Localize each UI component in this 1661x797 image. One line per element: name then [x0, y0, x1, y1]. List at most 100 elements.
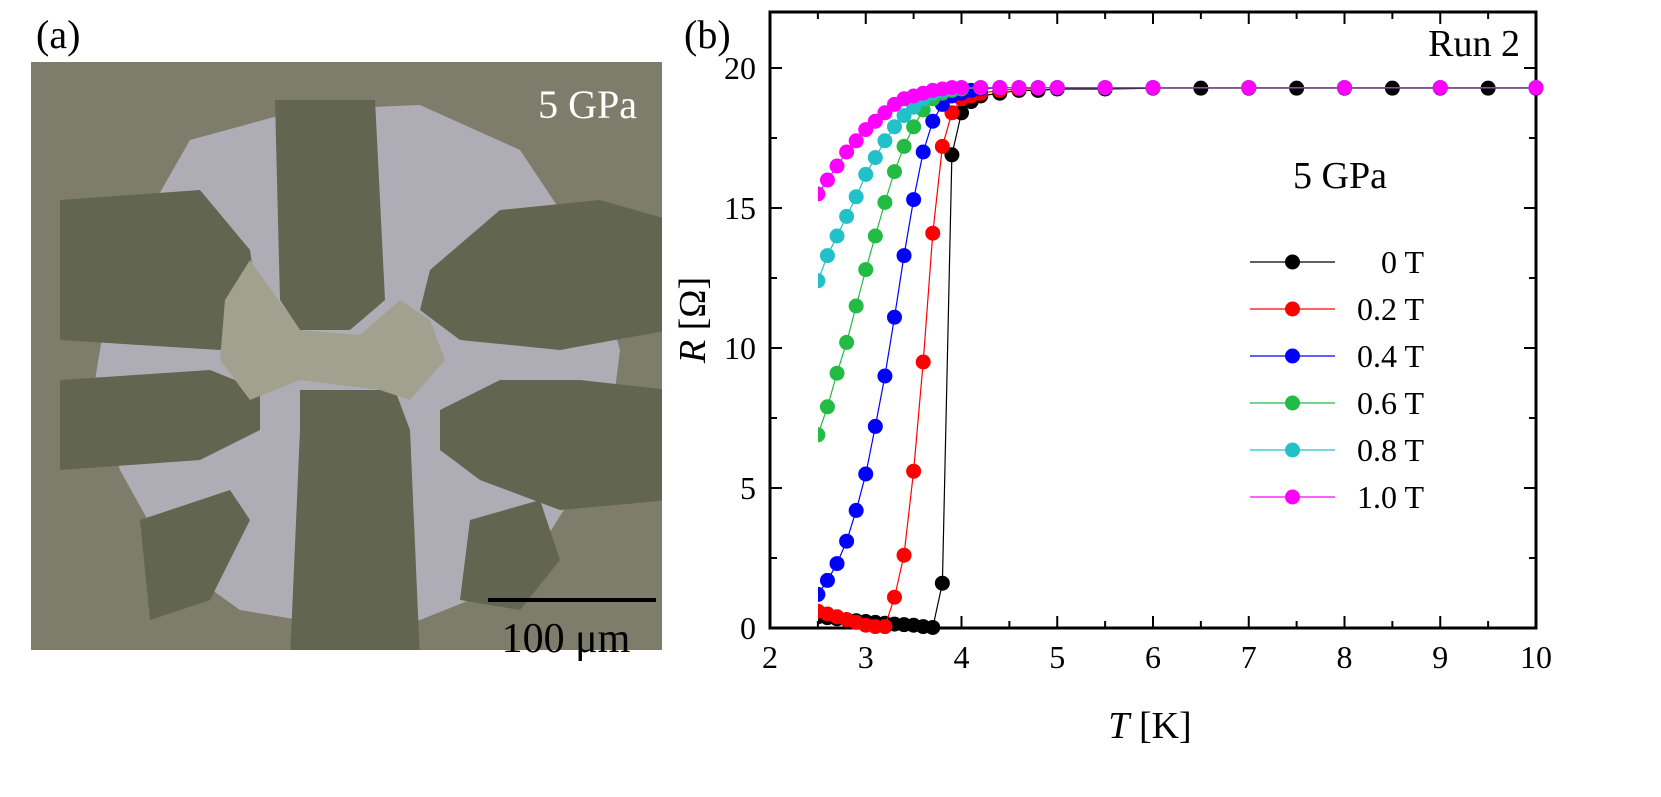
data-point	[1432, 80, 1448, 96]
x-axis-title-unit: [K]	[1129, 705, 1191, 747]
data-point	[801, 299, 816, 314]
legend-label: 0.4 T	[1357, 338, 1424, 374]
data-point	[801, 609, 816, 624]
legend-label: 0.8 T	[1357, 432, 1424, 468]
data-point	[1528, 80, 1544, 96]
data-point	[925, 113, 941, 129]
data-point	[877, 133, 893, 149]
series-0p6T	[782, 80, 1544, 515]
legend-item: 1.0 T	[1250, 479, 1424, 515]
data-point	[782, 500, 797, 515]
data-point	[848, 189, 864, 205]
data-point	[973, 80, 989, 96]
data-point	[782, 237, 797, 252]
data-point	[1049, 80, 1065, 96]
data-point	[829, 556, 845, 572]
x-axis-title: T [K]	[1108, 705, 1191, 747]
series-0p2T	[818, 80, 1544, 635]
electrode-left-top	[60, 190, 260, 350]
data-point	[818, 273, 826, 289]
data-point	[992, 80, 1008, 96]
legend-item: 0.6 T	[1250, 385, 1424, 421]
data-point	[839, 533, 855, 549]
data-point	[819, 572, 835, 588]
legend-item: 0 T	[1250, 244, 1424, 280]
y-tick-label: 15	[724, 190, 756, 226]
y-axis-title: R [Ω]	[672, 277, 714, 364]
panel-b-label: (b)	[684, 12, 731, 57]
data-point	[896, 248, 912, 264]
data-point	[782, 612, 797, 627]
data-point	[906, 463, 922, 479]
y-axis-title-symbol: R	[672, 340, 714, 364]
x-tick-label: 2	[762, 639, 778, 675]
data-point	[1145, 80, 1161, 96]
legend-label: 0 T	[1381, 244, 1424, 280]
chart-pressure-label: 5 GPa	[1293, 155, 1387, 197]
legend: 0 T 0.2 T 0.4 T 0.6 T 0.8 T 1.0 T	[1250, 244, 1424, 515]
data-point	[848, 502, 864, 518]
data-point	[791, 608, 806, 623]
electrodes	[60, 100, 662, 650]
electrode-right-corner	[460, 500, 560, 610]
data-point	[819, 172, 835, 188]
data-point	[791, 220, 806, 235]
legend-item: 0.2 T	[1250, 291, 1424, 327]
y-tick-label: 20	[724, 50, 756, 86]
data-point	[1097, 80, 1113, 96]
plot-area	[782, 80, 1544, 635]
legend-marker	[1285, 301, 1300, 317]
y-axis-title-unit: [Ω]	[672, 277, 714, 340]
data-point	[829, 158, 845, 174]
data-point	[896, 547, 912, 563]
x-axis-title-symbol: T	[1108, 705, 1132, 747]
data-point	[886, 309, 902, 325]
data-point	[782, 349, 797, 364]
legend-item: 0.4 T	[1250, 338, 1424, 374]
x-tick-label: 8	[1337, 639, 1353, 675]
data-point	[848, 133, 864, 149]
y-tick-label: 5	[740, 470, 756, 506]
data-point	[934, 575, 950, 591]
electrode-left-bottom	[60, 370, 260, 470]
x-tick-label: 6	[1145, 639, 1161, 675]
data-point	[791, 607, 806, 622]
x-tick-label: 3	[858, 639, 874, 675]
data-point	[839, 144, 855, 160]
data-point	[1241, 80, 1257, 96]
legend-marker	[1285, 348, 1300, 364]
data-point	[886, 164, 902, 180]
legend-marker	[1285, 395, 1300, 411]
data-point	[867, 418, 883, 434]
data-point	[858, 262, 874, 278]
data-point	[925, 225, 941, 241]
panel-a-label: (a)	[36, 12, 80, 57]
data-point	[829, 365, 845, 381]
y-tick-label: 10	[724, 330, 756, 366]
legend-label: 1.0 T	[1357, 479, 1424, 515]
data-point	[818, 186, 826, 202]
data-point	[877, 619, 893, 635]
data-point	[915, 144, 931, 160]
data-point	[1337, 80, 1352, 96]
data-point	[934, 138, 950, 154]
series-0T	[782, 80, 1544, 635]
electrode-top	[275, 100, 385, 330]
data-point	[867, 228, 883, 244]
data-point	[1011, 80, 1027, 96]
electrode-right-top	[420, 200, 662, 350]
data-point	[896, 138, 912, 154]
data-point	[801, 203, 816, 218]
data-point	[848, 298, 864, 314]
data-point	[801, 455, 816, 470]
electrode-left-corner	[140, 490, 250, 620]
data-point	[791, 324, 806, 339]
data-point	[782, 608, 797, 623]
data-point	[1030, 80, 1046, 96]
legend-marker	[1285, 442, 1300, 458]
micrograph	[31, 62, 662, 650]
data-point	[906, 192, 922, 208]
legend-label: 0.2 T	[1357, 291, 1424, 327]
resistance-chart: 2 3 4 5 6 7 8 9 10 0 5 10 15 20 0 T 0.2 T 0.4 T 0.6 T 0.8 …	[724, 10, 1552, 675]
